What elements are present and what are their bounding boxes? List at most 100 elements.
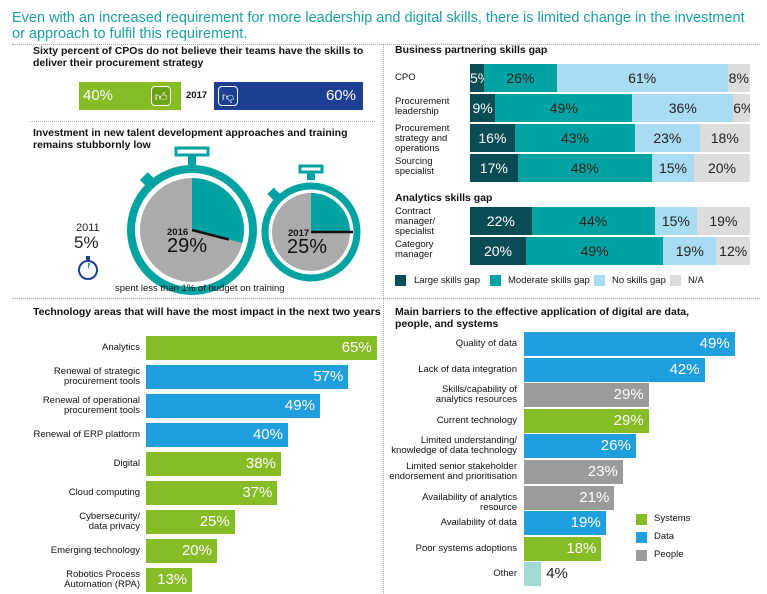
barriers-chart-label-7: Availability of data [440, 517, 517, 529]
thumbs-down-icon: 👎︎ [218, 86, 238, 106]
barriers-chart-label-1: Lack of data integration [418, 363, 517, 375]
stacked-row-analytics-gap-chart-0: 22% 44% 15% 19% [470, 207, 750, 235]
stopwatch-2017-icon [261, 164, 361, 282]
row-label-business-partnering-chart-3: Sourcing specialist [395, 156, 435, 177]
barriers-chart-bar-5: 23% [524, 460, 623, 484]
stacked-seg-n-a-0: 19% [696, 207, 750, 235]
stopwatch-2016-hand [191, 228, 230, 241]
technology-chart-bar-1: 57% [146, 365, 349, 389]
stacked-seg-no-skills-gap-0: 15% [654, 207, 697, 235]
barriers-chart-label-2: Skills/capability of analytics resources [435, 384, 517, 406]
cpo-negative-bar: 👎︎ 60% [214, 82, 363, 110]
technology-chart-label-8: Robotics Process Automation (RPA) [64, 569, 140, 590]
stacked-seg-moderate-skills-gap-1: 49% [495, 94, 633, 122]
stacked-seg-moderate-skills-gap-3: 48% [517, 154, 652, 182]
technology-chart-bar-5: 37% [146, 481, 278, 505]
investment-caption: spent less than 1% of budget on training [115, 283, 285, 294]
skills-legend: Large skills gap Moderate skills gap No … [395, 274, 755, 288]
analytics-gap-title: Analytics skills gap [395, 192, 493, 204]
barriers-chart: Quality of data 49% Lack of data integrati… [383, 330, 767, 590]
technology-title: Technology areas that will have the most… [33, 306, 381, 318]
barriers-title: Main barriers to the effective applicati… [395, 306, 690, 330]
stacked-seg-large-skills-gap-0: 5% [470, 64, 484, 92]
stacked-seg-no-skills-gap-1: 36% [632, 94, 734, 122]
stacked-seg-moderate-skills-gap-1: 49% [526, 237, 664, 265]
technology-chart-label-5: Cloud computing [68, 487, 140, 498]
barriers-chart-label-5: Limited senior stakeholder endorsement an… [389, 461, 517, 482]
investment-title: Investment in new talent development app… [33, 127, 348, 151]
stacked-row-business-partnering-chart-3: 17% 48% 15% 20% [470, 154, 750, 182]
analytics-gap-chart: Contract manager/specialist 22% 44% 15% 19% Ca… [390, 205, 760, 267]
barriers-legend: Systems Data People [636, 513, 746, 565]
barriers-chart-label-3: Current technology [436, 414, 517, 426]
technology-chart-bar-0: 65% [146, 336, 377, 360]
barriers-chart-label-6: Availability of analytics resource [422, 491, 517, 513]
barriers-legend-swatch-systems [636, 514, 647, 525]
stacked-seg-n-a-0: 8% [727, 64, 750, 92]
cpo-positive-bar: 40% 👍︎ [79, 82, 181, 110]
barriers-chart-bar-0: 49% [524, 332, 735, 356]
barriers-chart-bar-2: 29% [524, 383, 649, 408]
stacked-seg-no-skills-gap-3: 15% [652, 154, 694, 182]
middle-divider [12, 298, 760, 299]
stacked-seg-large-skills-gap-1: 9% [470, 94, 496, 122]
legend-swatch-large [395, 275, 406, 286]
barriers-chart-bar-3: 29% [524, 408, 649, 433]
technology-chart-bar-2: 49% [146, 394, 320, 418]
legend-label-moderate: Moderate skills gap [508, 275, 590, 286]
stacked-seg-no-skills-gap-2: 23% [635, 124, 700, 152]
legend-label-none: No skills gap [612, 275, 666, 286]
barriers-legend-data: Data [654, 531, 675, 542]
row-label-analytics-gap-chart-1: Category manager [395, 239, 434, 260]
left-mid-divider [30, 121, 375, 122]
row-label-business-partnering-chart-2: Procurement strategy and operations [395, 123, 450, 154]
stopwatch-2016-wedge [192, 178, 245, 243]
barriers-chart-bar-value-9: 4% [546, 565, 568, 583]
cpo-negative-value: 60% [325, 87, 356, 104]
row-label-business-partnering-chart-1: Procurement leadership [395, 96, 450, 117]
stacked-seg-large-skills-gap-3: 17% [470, 154, 518, 182]
technology-chart-label-2: Renewal of operational procurement tools [42, 395, 140, 416]
year-2016-label: 2016 [167, 227, 189, 238]
stopwatch-2016-icon [127, 146, 257, 295]
stacked-seg-moderate-skills-gap-0: 44% [531, 207, 655, 235]
technology-chart-label-4: Digital [113, 458, 140, 469]
barriers-chart-bar-9: 4% [524, 562, 568, 587]
barriers-chart-bar-1: 42% [524, 357, 705, 382]
stacked-seg-large-skills-gap-0: 22% [470, 207, 532, 235]
legend-swatch-na [670, 275, 681, 286]
stacked-seg-n-a-3: 20% [694, 154, 750, 182]
top-divider [12, 44, 760, 45]
technology-chart-label-0: Analytics [101, 342, 140, 353]
technology-chart-label-6: Cybersecurity/data privacy [79, 511, 140, 532]
technology-chart-label-7: Emerging technology [50, 545, 140, 556]
barriers-chart-label-0: Quality of data [455, 338, 517, 349]
barriers-chart-bar-4: 26% [524, 434, 636, 459]
technology-chart: Analytics 65% Renewal of strategic procurem… [0, 332, 383, 592]
business-partnering-title: Business partnering skills gap [395, 44, 548, 56]
stacked-seg-large-skills-gap-1: 20% [470, 237, 526, 265]
stopwatch-2017-wedge [311, 193, 350, 232]
cpo-positive-value: 40% [83, 87, 114, 104]
year-2011-value: 5% [74, 233, 99, 252]
thumbs-up-icon: 👍︎ [151, 86, 171, 106]
stacked-seg-no-skills-gap-0: 61% [556, 64, 728, 92]
infographic-headline: Even with an increased requirement for m… [12, 10, 745, 42]
technology-chart-label-1: Renewal of strategic procurement tools [53, 366, 140, 387]
investment-stopwatches [78, 146, 361, 295]
cpo-year-label: 2017 [186, 90, 208, 101]
barriers-legend-swatch-data [636, 532, 647, 543]
technology-chart-bar-7: 20% [146, 539, 217, 563]
stacked-row-business-partnering-chart-0: 5%26%61%8% [470, 64, 750, 92]
barriers-legend-people: People [654, 549, 684, 560]
year-2017-value: 25% [287, 236, 328, 258]
technology-chart-bar-8: 13% [146, 568, 193, 592]
barriers-chart-bar-6: 21% [524, 485, 615, 510]
technology-chart-bar-4: 38% [146, 452, 281, 476]
year-2011-label: 2011 [76, 222, 100, 234]
stacked-seg-moderate-skills-gap-2: 43% [514, 124, 636, 152]
barriers-legend-systems: Systems [654, 513, 691, 524]
stacked-row-business-partnering-chart-1: 9%49%36%6% [470, 94, 750, 122]
row-label-business-partnering-chart-0: CPO [395, 72, 416, 83]
